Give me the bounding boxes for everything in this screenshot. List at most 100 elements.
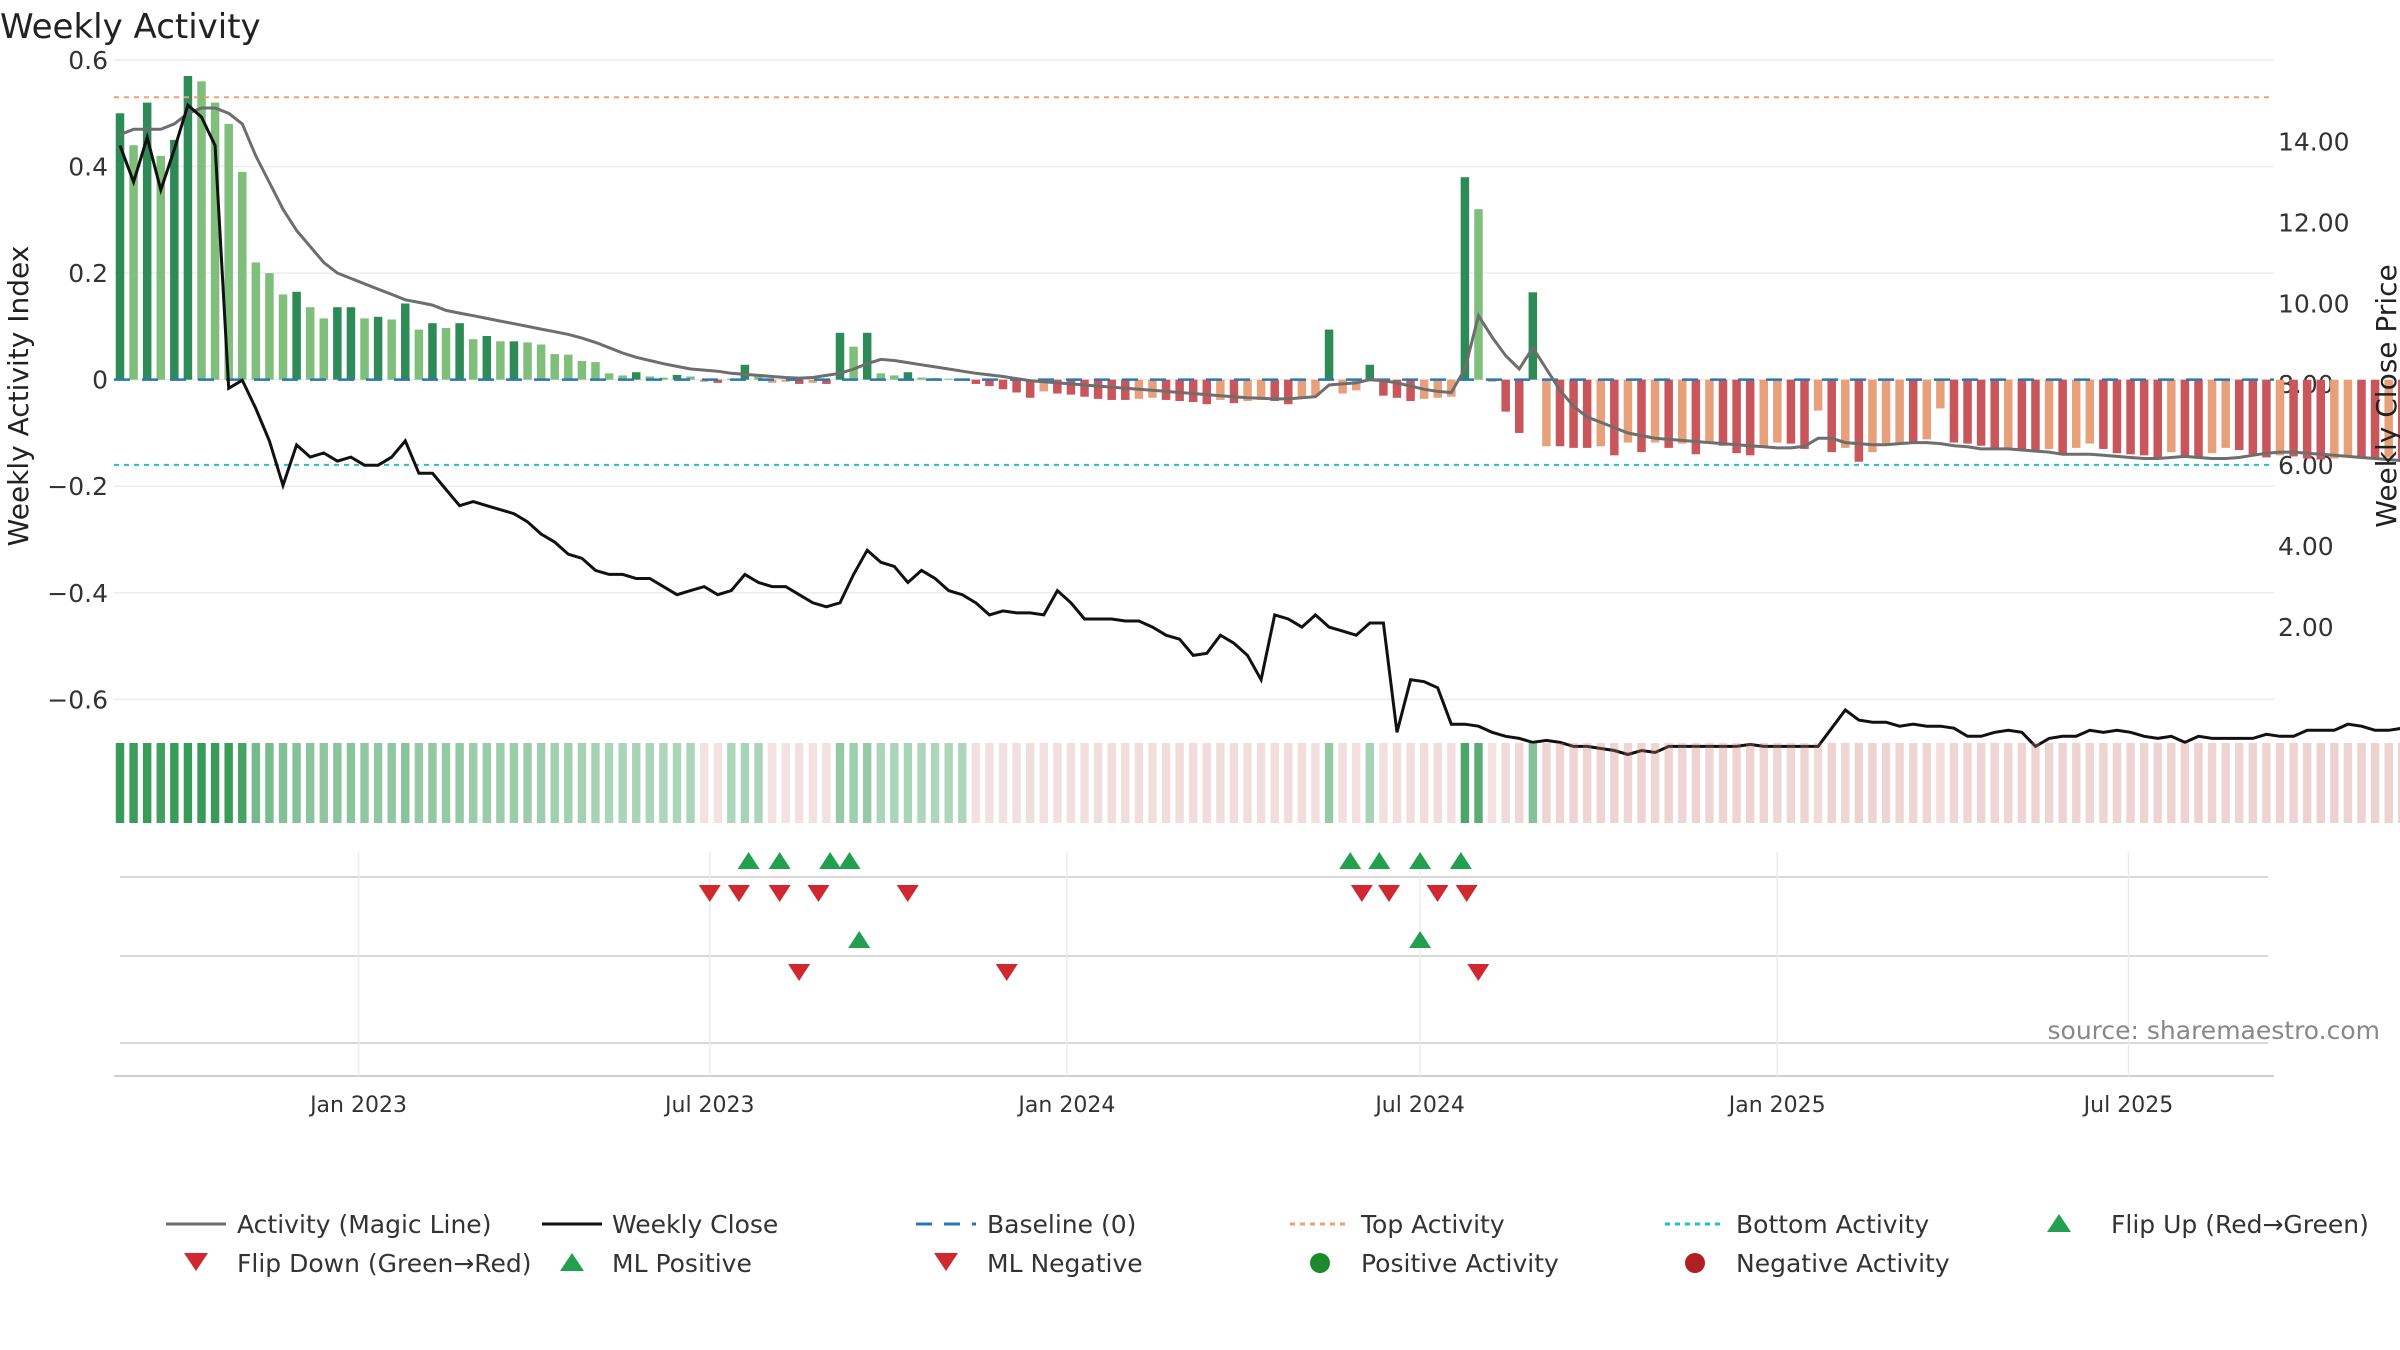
legend-top-activity: Top Activity — [1360, 1210, 1505, 1239]
flip-down-marker — [1378, 885, 1401, 902]
activity-bar — [401, 303, 410, 380]
heat-cell — [2194, 743, 2203, 823]
activity-bar — [1025, 379, 1035, 398]
heat-cell — [536, 743, 546, 823]
activity-bar — [278, 294, 288, 380]
activity-bar — [1854, 379, 1864, 462]
activity-bar — [455, 323, 464, 380]
heat-cell — [455, 743, 464, 823]
legend-weekly-close: Weekly Close — [612, 1210, 778, 1239]
activity-bar — [2302, 379, 2312, 459]
heat-cell — [469, 743, 478, 823]
heat-cell — [1229, 743, 1239, 823]
heat-cell — [1080, 743, 1089, 823]
activity-bar — [1433, 379, 1442, 398]
activity-bar — [672, 374, 682, 380]
flip-up-marker — [1339, 852, 1362, 869]
activity-bar — [319, 318, 329, 380]
heat-cell — [1433, 743, 1442, 823]
heat-cell — [210, 743, 220, 823]
activity-bar — [1664, 379, 1673, 448]
activity-bar — [183, 75, 193, 380]
activity-bar — [1868, 379, 1877, 453]
right-tick-label: 12.00 — [2278, 208, 2350, 237]
heat-cell — [2221, 743, 2230, 823]
activity-bar — [1827, 379, 1836, 453]
legend-positive-dot-icon — [1310, 1253, 1330, 1273]
heat-cell — [183, 743, 193, 823]
activity-bar — [1759, 379, 1769, 448]
flip-up-marker — [1409, 852, 1432, 869]
heat-cell — [740, 743, 750, 823]
activity-bar — [2316, 379, 2326, 460]
heat-cell — [727, 743, 736, 823]
activity-bar — [659, 377, 668, 380]
heat-cell — [1555, 743, 1565, 823]
heat-cell — [1936, 743, 1945, 823]
activity-bar — [1691, 379, 1701, 455]
heat-cell — [1284, 743, 1293, 823]
activity-bar — [2248, 379, 2258, 455]
activity-bar — [1039, 379, 1049, 392]
legend-positive-activity: Positive Activity — [1361, 1249, 1559, 1278]
activity-bar — [2180, 379, 2190, 457]
right-tick-label: 10.00 — [2278, 289, 2350, 318]
activity-bar — [1012, 379, 1021, 393]
heat-cell — [1297, 743, 1307, 823]
activity-bar — [197, 81, 206, 380]
heat-cell — [903, 743, 913, 823]
flip-up-marker — [1449, 852, 1472, 869]
legend-ml-positive: ML Positive — [612, 1249, 752, 1278]
flip-up-marker — [819, 852, 842, 869]
activity-bar — [156, 155, 166, 380]
heat-cell — [2275, 743, 2285, 823]
heat-cell — [2384, 743, 2393, 823]
activity-bar — [1678, 379, 1687, 444]
heat-cell — [2398, 743, 2400, 823]
flip-up-marker — [838, 852, 861, 869]
heat-cell — [1650, 743, 1660, 823]
heat-cell — [808, 743, 818, 823]
heat-cell — [1474, 743, 1483, 823]
activity-bar — [1813, 379, 1823, 411]
heat-cell — [917, 743, 926, 823]
heat-cell — [1202, 743, 1211, 823]
activity-bar — [305, 307, 315, 380]
activity-bar — [1284, 379, 1293, 405]
heat-cell — [197, 743, 206, 823]
activity-bar — [1188, 379, 1198, 403]
activity-bar — [1148, 379, 1157, 398]
activity-bar — [441, 327, 451, 380]
activity-bar — [822, 379, 831, 384]
heat-cell — [1691, 743, 1701, 823]
activity-bar — [1080, 379, 1089, 397]
heat-cell — [2235, 743, 2244, 823]
activity-bar — [129, 145, 138, 380]
ml-positive-marker — [848, 931, 871, 948]
heat-cell — [509, 743, 519, 823]
activity-bar — [1732, 379, 1741, 454]
heat-cell — [1596, 743, 1605, 823]
heat-cell — [849, 743, 858, 823]
legend-flip-down-icon — [184, 1253, 208, 1271]
activity-bar — [536, 344, 546, 380]
flip-down-marker — [896, 885, 919, 902]
heat-cell — [1841, 743, 1850, 823]
left-tick-label: −0.2 — [47, 472, 108, 501]
heat-cell — [795, 743, 804, 823]
heat-cell — [1881, 743, 1891, 823]
activity-bar — [767, 379, 777, 383]
activity-bar — [1297, 379, 1307, 399]
heat-cell — [1963, 743, 1972, 823]
heat-cell — [441, 743, 451, 823]
heat-cell — [2262, 743, 2271, 823]
activity-bar — [985, 379, 994, 387]
activity-bar — [1773, 379, 1782, 443]
heat-cell — [1121, 743, 1130, 823]
heat-cell — [2180, 743, 2190, 823]
activity-bars — [115, 75, 2400, 462]
left-axis-label: Weekly Activity Index — [2, 246, 35, 547]
heat-cell — [699, 743, 709, 823]
heat-cell — [2126, 743, 2135, 823]
heat-cell — [1419, 743, 1429, 823]
